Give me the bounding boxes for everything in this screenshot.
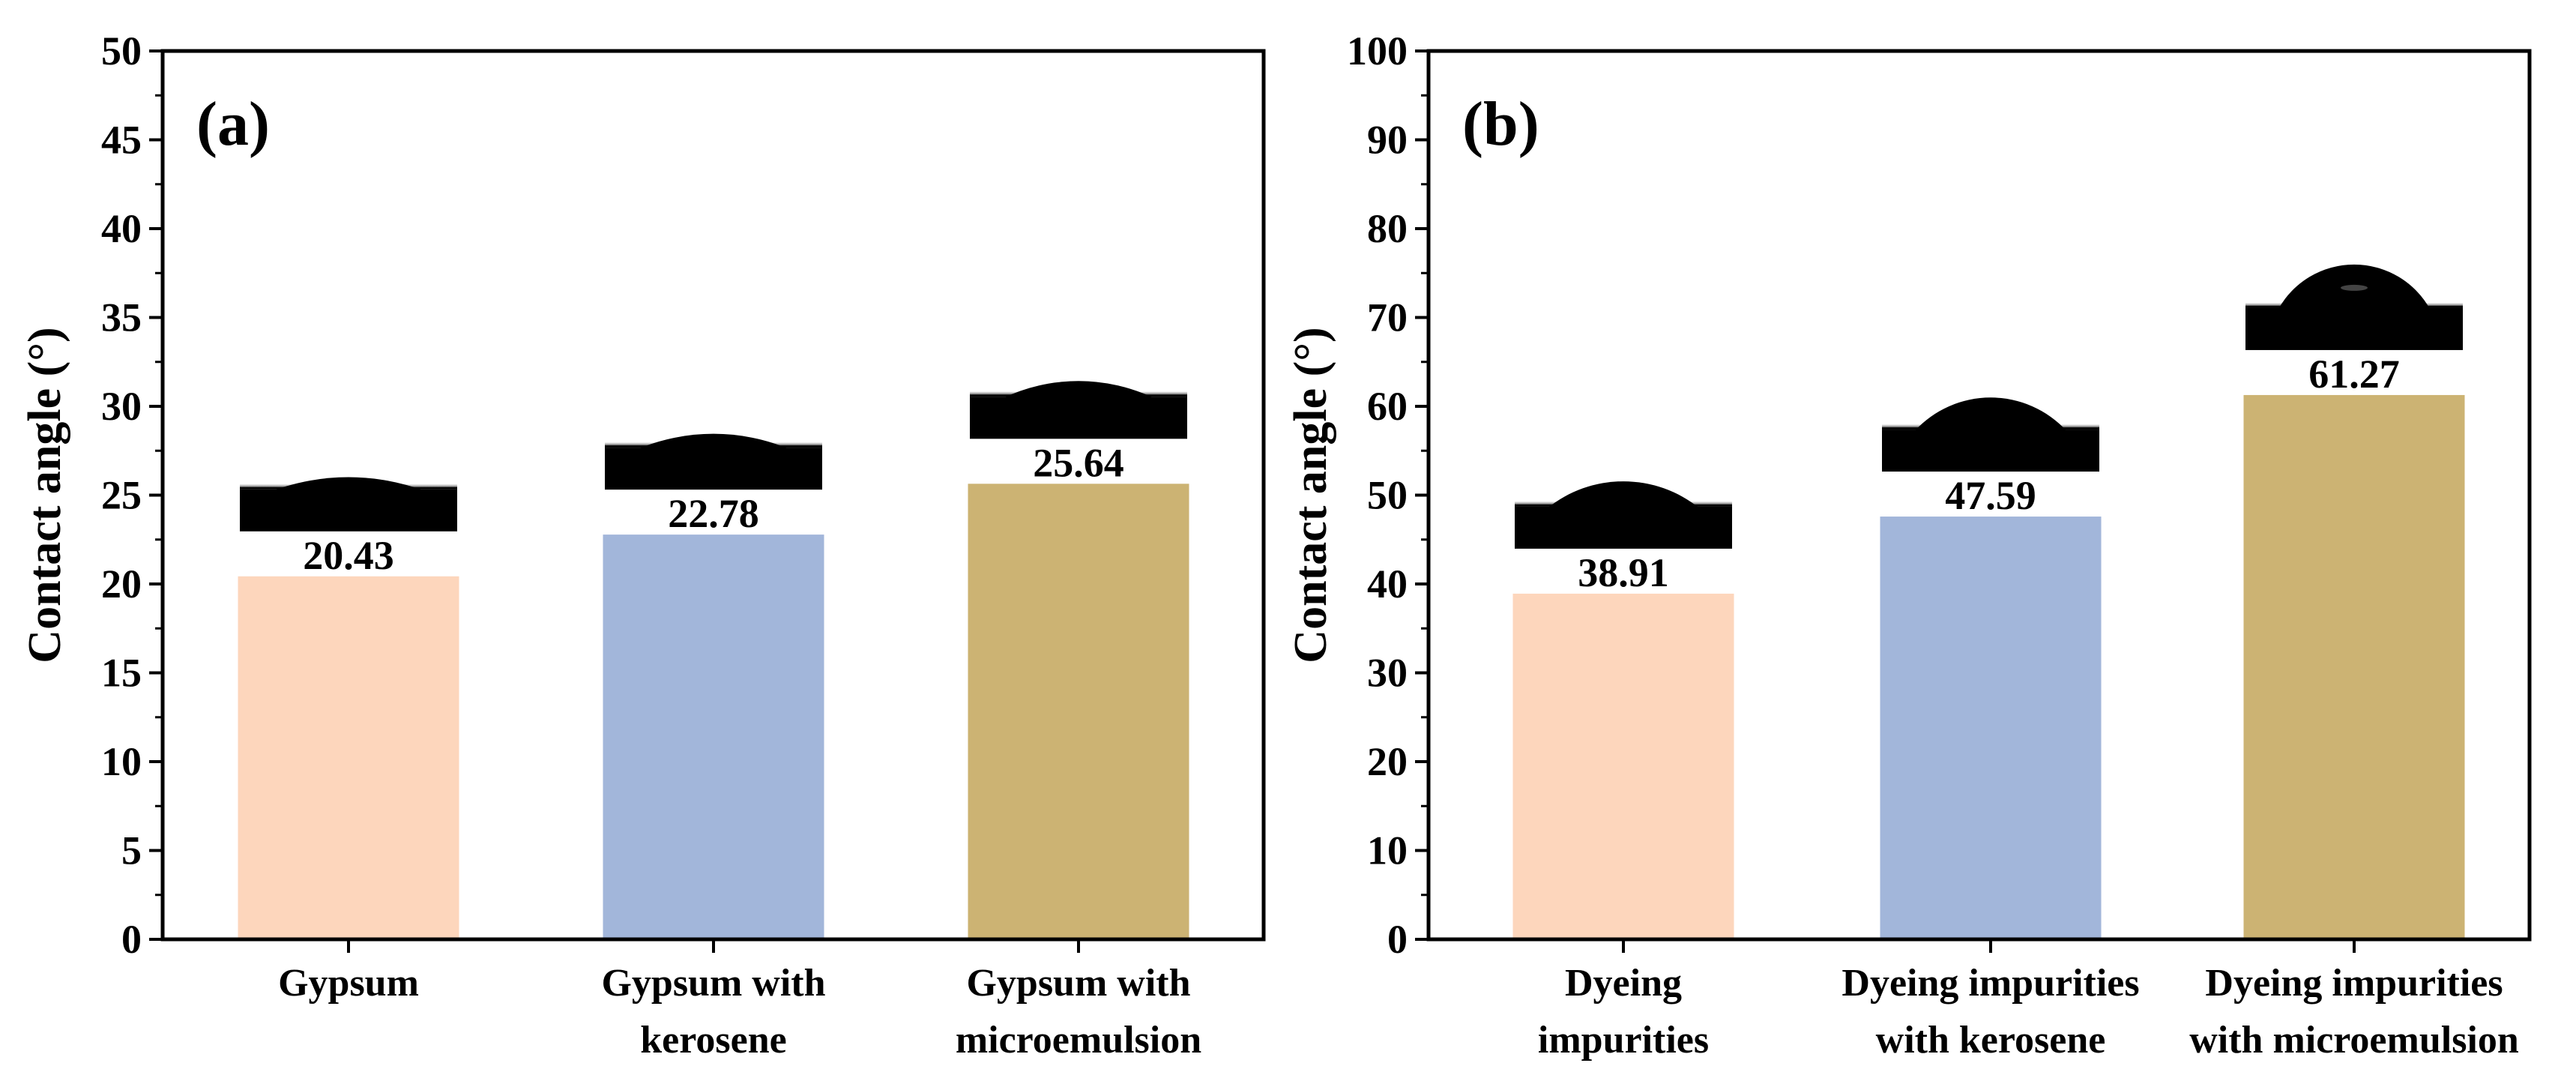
panel-b-ytick-label-30: 30 [1367,651,1408,696]
panel-b-bar-3 [2243,394,2465,939]
panel-a-ytick-label-15: 15 [101,651,142,696]
panel-a-bar-2 [603,535,824,939]
panel-b-droplet-substrate-2 [1882,430,2099,472]
panel-b-category-label-1-line-2: impurities [1538,1019,1709,1062]
panel-b-ytick-label-40: 40 [1367,561,1408,606]
panel-b-ytick-label-90: 90 [1367,118,1408,163]
panel-b-ytick-label-20: 20 [1367,739,1408,784]
panel-b-ytick-label-50: 50 [1367,473,1408,518]
panel-b-droplet-highlight-3 [2341,284,2368,291]
panel-b-value-label-1: 38.91 [1578,550,1669,595]
panel-a-ytick-label-25: 25 [101,473,142,518]
panel-a-droplet-1 [272,477,425,491]
panel-a-category-label-1-line-1: Gypsum [278,962,419,1005]
panel-b-y-axis-title: Contact angle (°) [1285,327,1336,663]
panel-a-ytick-label-5: 5 [121,828,142,873]
panel-a-value-label-1: 20.43 [303,533,394,578]
panel-b-ytick-label-100: 100 [1347,28,1408,73]
panel-b-droplet-1 [1547,481,1700,508]
panel-a-category-label-2-line-1: Gypsum with [601,962,825,1005]
panel-b-droplet-substrate-1 [1515,506,1732,549]
panel-a-droplet-substrate-3 [970,397,1187,439]
panel-a-droplet-2 [637,433,790,450]
panel-a-ytick-label-30: 30 [101,384,142,429]
panel-b-ytick-label-60: 60 [1367,384,1408,429]
panel-a-ytick-label-0: 0 [121,917,142,962]
panel-a-droplet-substrate-1 [240,489,457,532]
panel-b-ytick-label-0: 0 [1387,917,1408,962]
panel-a-ytick-label-20: 20 [101,561,142,606]
panel-a-droplet-substrate-2 [605,448,822,490]
panel-a-droplet-3 [1002,381,1155,399]
panel-a-value-label-2: 22.78 [668,491,759,536]
panel-a-ytick-label-45: 45 [101,118,142,163]
panel-b-category-label-3-line-1: Dyeing impurities [2205,962,2503,1005]
panel-a-bar-3 [968,484,1189,939]
panel-a-value-label-3: 25.64 [1033,440,1124,485]
panel-b-category-label-2-line-1: Dyeing impurities [1841,962,2139,1005]
panel-b-label: (b) [1462,89,1539,159]
panel-b-ytick-label-70: 70 [1367,295,1408,340]
panel-a-label: (a) [196,89,270,159]
panel-b-bar-1 [1512,593,1734,939]
panel-b-ytick-label-80: 80 [1367,206,1408,251]
panel-b-category-label-1-line-1: Dyeing [1565,962,1682,1005]
panel-a-category-label-3-line-1: Gypsum with [966,962,1190,1005]
panel-b-value-label-3: 61.27 [2308,352,2400,397]
panel-a-ytick-label-50: 50 [101,28,142,73]
panel-b-category-label-3-line-2: with microemulsion [2189,1019,2519,1062]
panel-b-ytick-label-10: 10 [1367,828,1408,873]
panel-b-bar-2 [1880,517,2102,939]
panel-a-category-label-3-line-2: microemulsion [956,1019,1201,1062]
panel-a-bar-1 [238,576,459,939]
panel-b-droplet-substrate-3 [2245,307,2463,350]
panel-a-category-label-2-line-2: kerosene [640,1019,786,1062]
panel-a-y-axis-title: Contact angle (°) [19,327,70,663]
panel-a-ytick-label-40: 40 [101,206,142,251]
panel-a-ytick-label-10: 10 [101,739,142,784]
panel-a-ytick-label-35: 35 [101,295,142,340]
panel-b-droplet-2 [1914,397,2067,432]
panel-b-value-label-2: 47.59 [1945,473,2036,518]
panel-b-category-label-2-line-2: with kerosene [1876,1019,2106,1062]
